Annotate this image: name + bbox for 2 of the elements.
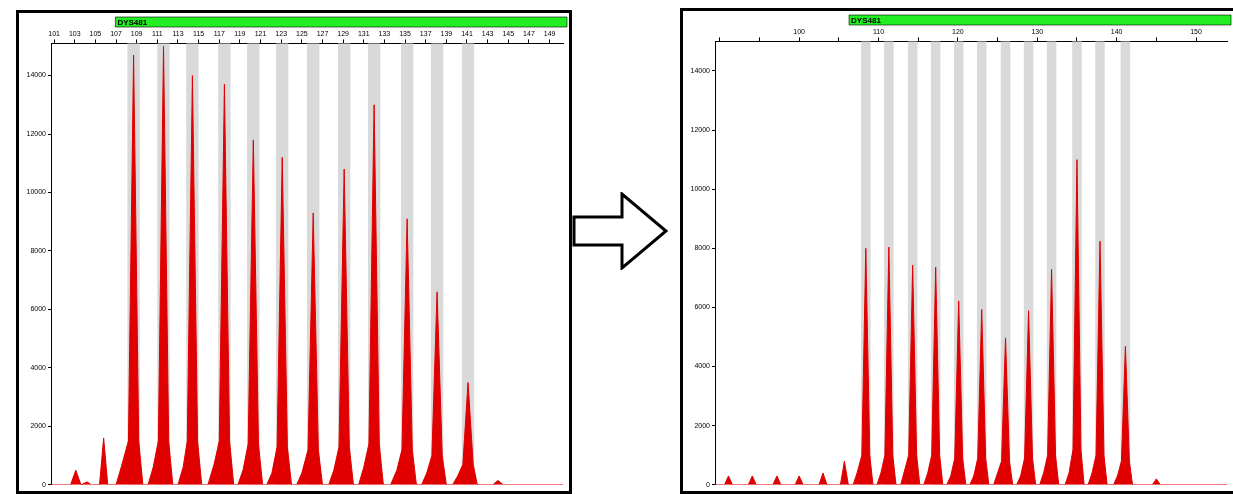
chart-title: DYS481 bbox=[851, 15, 882, 25]
chart-title: DYS481 bbox=[117, 17, 148, 27]
